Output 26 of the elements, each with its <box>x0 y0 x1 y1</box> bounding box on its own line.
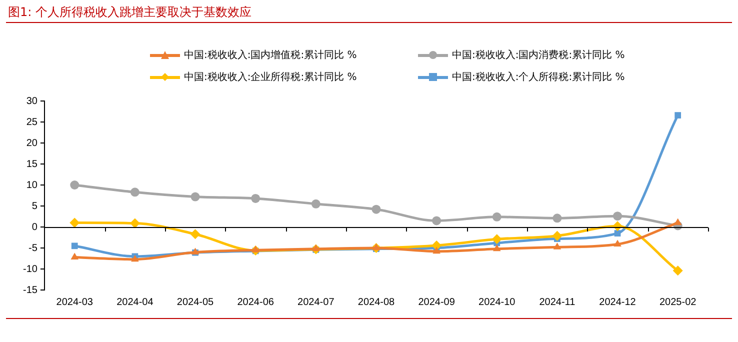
y-tick-label: -15 <box>23 284 38 296</box>
x-tick-label: 2024-04 <box>116 296 154 308</box>
x-tick-label: 2024-03 <box>56 296 94 308</box>
x-tick-label: 2024-11 <box>539 296 576 308</box>
y-tick-label: 15 <box>26 158 38 170</box>
x-tick-label: 2024-10 <box>478 296 516 308</box>
legend-label: 中国:税收收入:国内消费税:累计同比 % <box>452 48 625 62</box>
x-tick-label: 2024-05 <box>176 296 214 308</box>
y-tick-label: 20 <box>26 138 38 149</box>
y-tick-label: 25 <box>26 116 38 128</box>
y-tick-label: 10 <box>26 180 38 191</box>
y-tick-label: 0 <box>32 222 38 233</box>
x-tick-label: 2024-08 <box>358 296 396 308</box>
x-tick-label: 2024-07 <box>298 296 335 308</box>
x-tick-label: 2024-12 <box>599 296 636 308</box>
y-tick-label: -10 <box>23 264 38 275</box>
y-tick-label: 5 <box>32 200 38 212</box>
x-tick-label: 2025-02 <box>659 296 697 308</box>
chart-title: 图1: 个人所得税收入跳增主要取决于基数效应 <box>8 4 252 21</box>
x-tick-label: 2024-06 <box>237 296 274 308</box>
x-tick-label: 2024-09 <box>418 296 456 308</box>
legend-label: 中国:税收收入:个人所得税:累计同比 % <box>452 70 625 84</box>
legend-label: 中国:税收收入:国内增值税:累计同比 % <box>184 48 357 62</box>
legend-label: 中国:税收收入:企业所得税:累计同比 % <box>184 70 357 84</box>
y-tick-label: 30 <box>26 96 38 107</box>
y-tick-label: -5 <box>28 242 38 254</box>
